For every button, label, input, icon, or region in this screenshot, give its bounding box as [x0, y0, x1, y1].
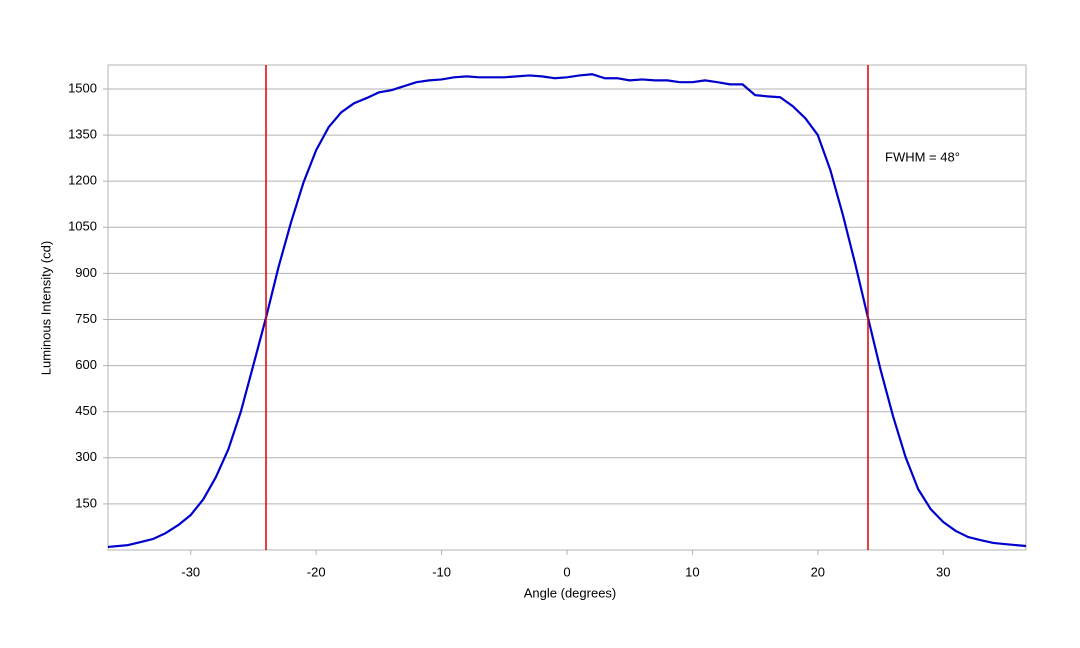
- y-tick-label: 900: [75, 265, 97, 280]
- x-axis-label: Angle (degrees): [524, 585, 617, 600]
- y-tick-label: 300: [75, 449, 97, 464]
- data-line: [107, 73, 1027, 549]
- y-tick-label: 750: [75, 311, 97, 326]
- x-tick-label: -30: [181, 564, 200, 579]
- x-tick-label: 30: [936, 564, 950, 579]
- y-tick-label: 1500: [68, 80, 97, 95]
- x-tick-label: 10: [685, 564, 699, 579]
- y-tick-label: 1200: [68, 173, 97, 188]
- x-tick-label: -10: [432, 564, 451, 579]
- y-tick-label: 600: [75, 357, 97, 372]
- plot-frame: [107, 64, 1027, 551]
- y-axis-label: Luminous Intensity (cd): [38, 241, 53, 375]
- x-tick-label: 20: [811, 564, 825, 579]
- x-tick-label: -20: [307, 564, 326, 579]
- y-tick-label: 1350: [68, 127, 97, 142]
- y-tick-label: 150: [75, 495, 97, 510]
- x-tick-label: 0: [563, 564, 570, 579]
- y-tick-label: 1050: [68, 219, 97, 234]
- annotation: FWHM = 48°: [885, 149, 960, 164]
- y-tick-label: 450: [75, 403, 97, 418]
